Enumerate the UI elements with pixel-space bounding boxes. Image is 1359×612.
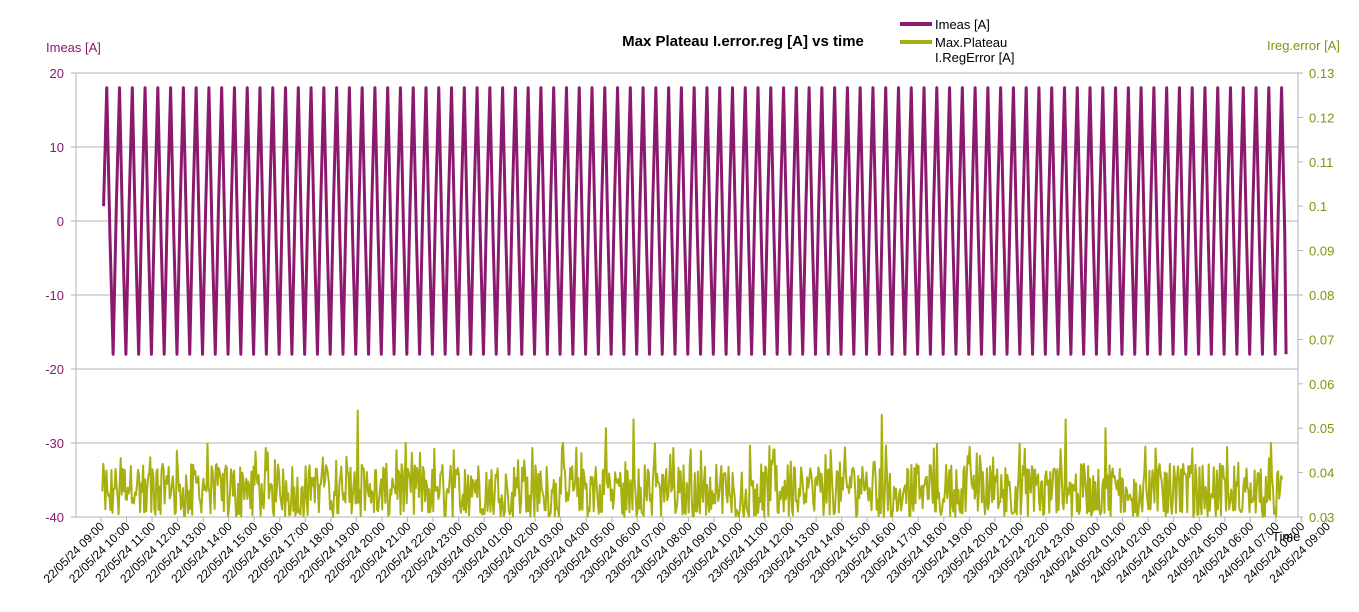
y-right-tick-label: 0.04 (1309, 466, 1334, 481)
y-right-tick-label: 0.1 (1309, 199, 1327, 214)
y-axis-right-label: Ireg.error [A] (1267, 38, 1340, 53)
series-line-ireg-error (101, 409, 1284, 518)
y-left-tick-label: 0 (57, 214, 64, 229)
y-right-tick-label: 0.09 (1309, 244, 1334, 259)
y-left-tick-label: 10 (50, 140, 64, 155)
y-right-tick-label: 0.05 (1309, 421, 1334, 436)
chart-title: Max Plateau I.error.reg [A] vs time (622, 33, 864, 50)
series-line-imeas (102, 86, 1288, 356)
y-axis-left-label: Imeas [A] (46, 40, 101, 55)
y-right-tick-label: 0.06 (1309, 377, 1334, 392)
legend: Imeas [A] Max.Plateau I.RegError [A] (900, 17, 1014, 65)
legend-label-ireg-line2: I.RegError [A] (935, 50, 1014, 65)
legend-label-ireg: Max.Plateau I.RegError [A] (935, 35, 1014, 65)
y-right-tick-label: 0.03 (1309, 510, 1334, 525)
y-right-tick-label: 0.12 (1309, 110, 1334, 125)
y-left-tick-label: -10 (45, 288, 64, 303)
y-left-tick-label: -20 (45, 362, 64, 377)
y-right-tick-label: 0.07 (1309, 332, 1334, 347)
y-right-tick-label: 0.13 (1309, 66, 1334, 81)
y-right-tick-label: 0.08 (1309, 288, 1334, 303)
legend-label-imeas: Imeas [A] (935, 17, 990, 32)
y-left-tick-label: -30 (45, 436, 64, 451)
legend-label-ireg-line1: Max.Plateau (935, 35, 1007, 50)
y-left-tick-label: 20 (50, 66, 64, 81)
y-left-tick-label: -40 (45, 510, 64, 525)
x-axis-label: Time (1272, 529, 1300, 544)
series-layer (101, 86, 1288, 518)
y-right-tick-label: 0.11 (1309, 155, 1333, 170)
